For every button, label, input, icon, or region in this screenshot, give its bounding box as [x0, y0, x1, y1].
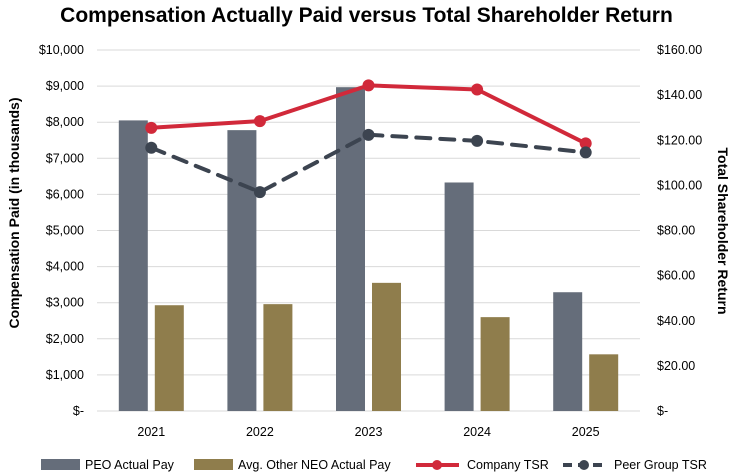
- bar: [480, 317, 510, 411]
- data-point: [253, 186, 266, 199]
- data-point: [579, 137, 592, 150]
- data-point: [362, 79, 375, 92]
- data-point: [579, 146, 592, 159]
- right-axis-ticks: $- $20.00 $40.00 $60.00 $80.00 $100.00 $120.00…: [657, 43, 702, 418]
- x-tick-label: 2021: [137, 425, 165, 439]
- y-tick-label: $1,000: [46, 368, 84, 382]
- y2-tick-label: $40.00: [657, 314, 695, 328]
- y2-axis-title: Total Shareholder Return: [715, 148, 731, 315]
- bar: [336, 87, 365, 412]
- y2-tick-label: $100.00: [657, 178, 702, 192]
- bar: [118, 120, 148, 412]
- y-tick-label: $6,000: [46, 187, 84, 201]
- legend-marker: [579, 460, 589, 470]
- chart-title: Compensation Actually Paid versus Total …: [60, 4, 673, 27]
- bar: [589, 354, 619, 411]
- y2-tick-label: $60.00: [657, 269, 695, 283]
- y-tick-label: $10,000: [39, 43, 84, 57]
- x-tick-label: 2025: [572, 425, 600, 439]
- bar: [553, 292, 583, 411]
- data-point: [471, 83, 484, 96]
- y-tick-label: $3,000: [46, 296, 84, 310]
- x-tick-label: 2024: [463, 425, 491, 439]
- x-tick-label: 2022: [246, 425, 274, 439]
- x-axis-ticks: 2021 2022 2023 2024 2025: [137, 425, 599, 439]
- line-layer: [145, 79, 592, 199]
- y2-tick-label: $20.00: [657, 359, 695, 373]
- data-point: [362, 128, 375, 141]
- y2-tick-label: $120.00: [657, 133, 702, 147]
- y-tick-label: $7,000: [46, 151, 84, 165]
- y-tick-label: $4,000: [46, 260, 84, 274]
- legend-label: Avg. Other NEO Actual Pay: [238, 458, 391, 472]
- y2-tick-label: $80.00: [657, 224, 695, 238]
- y-tick-label: $5,000: [46, 224, 84, 238]
- bar: [263, 304, 293, 411]
- x-tick-label: 2023: [355, 425, 383, 439]
- bar: [444, 182, 474, 411]
- legend: PEO Actual Pay Avg. Other NEO Actual Pay C…: [41, 458, 707, 472]
- y-axis-title: Compensation Paid (in thousands): [6, 97, 22, 328]
- bar: [154, 305, 184, 411]
- y2-tick-label: $160.00: [657, 43, 702, 57]
- left-axis-ticks: $- $1,000 $2,000 $3,000 $4,000 $5,000 $6,000 $7…: [39, 43, 84, 418]
- y2-tick-label: $140.00: [657, 88, 702, 102]
- bar-layer: [118, 87, 619, 412]
- y-tick-label: $2,000: [46, 332, 84, 346]
- y-tick-label: $8,000: [46, 115, 84, 129]
- bar: [227, 130, 257, 411]
- series-line: [149, 132, 588, 195]
- legend-label: PEO Actual Pay: [85, 458, 175, 472]
- legend-label: Company TSR: [467, 458, 549, 472]
- legend-swatch: [41, 459, 80, 470]
- data-point: [471, 134, 484, 147]
- bar: [372, 282, 401, 411]
- y-tick-label: $9,000: [46, 79, 84, 93]
- legend-swatch: [194, 459, 233, 470]
- data-point: [145, 121, 158, 134]
- data-point: [253, 115, 266, 128]
- legend-marker: [432, 460, 442, 470]
- legend-label: Peer Group TSR: [614, 458, 707, 472]
- y2-tick-label: $-: [657, 404, 668, 418]
- y-tick-label: $-: [73, 404, 84, 418]
- data-point: [145, 141, 158, 154]
